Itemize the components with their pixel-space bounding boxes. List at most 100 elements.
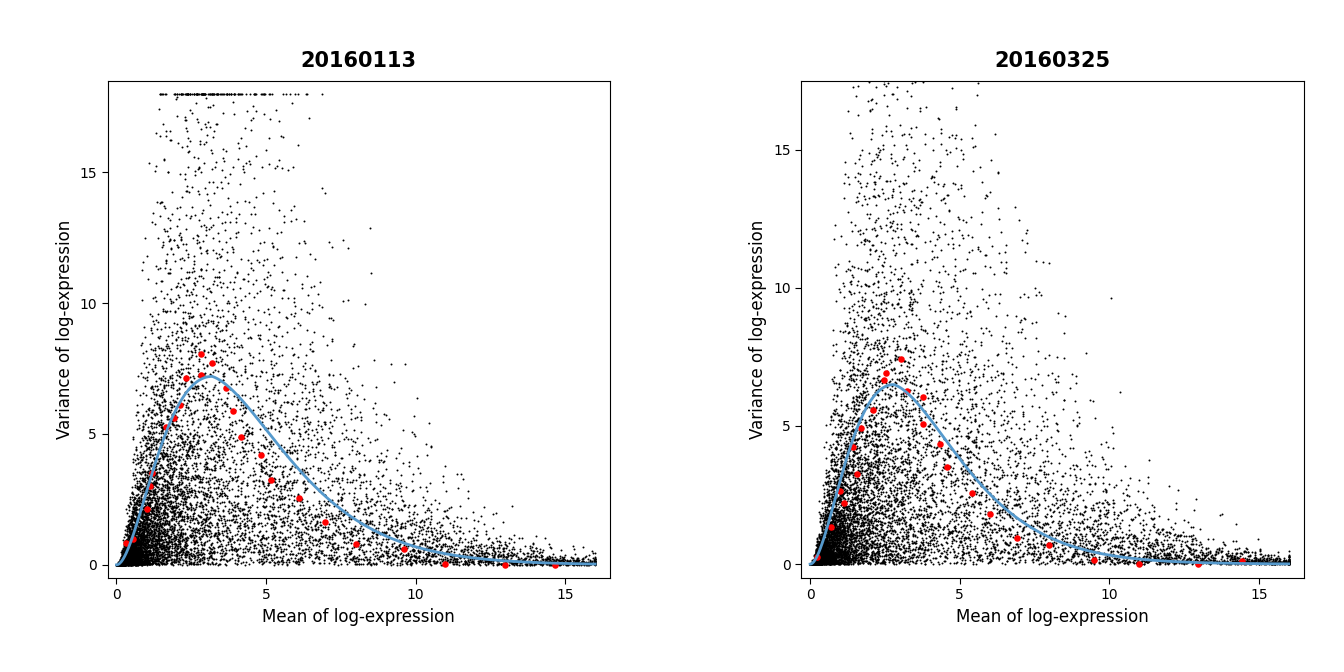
- Point: [168, 366, 190, 377]
- Point: [355, 519, 376, 530]
- Point: [144, 521, 165, 532]
- Point: [914, 237, 935, 247]
- Point: [1216, 555, 1238, 566]
- Point: [112, 546, 133, 556]
- Point: [1202, 552, 1223, 563]
- Point: [226, 434, 247, 445]
- Point: [851, 371, 872, 382]
- Point: [117, 538, 138, 548]
- Point: [802, 558, 824, 569]
- Point: [903, 200, 925, 210]
- Point: [805, 558, 827, 569]
- Point: [112, 558, 133, 569]
- Point: [810, 552, 832, 563]
- Point: [800, 558, 821, 569]
- Point: [1016, 435, 1038, 446]
- Point: [841, 511, 863, 521]
- Point: [823, 449, 844, 460]
- Point: [930, 139, 952, 150]
- Point: [972, 370, 993, 381]
- Point: [860, 309, 882, 320]
- Point: [828, 546, 849, 556]
- Point: [829, 514, 851, 525]
- Point: [425, 495, 446, 505]
- Point: [821, 545, 843, 556]
- Point: [1064, 536, 1086, 546]
- Point: [296, 528, 317, 538]
- Point: [857, 450, 879, 461]
- Point: [875, 476, 896, 487]
- Point: [269, 486, 290, 497]
- Point: [445, 558, 466, 569]
- Point: [808, 548, 829, 558]
- Point: [802, 558, 824, 569]
- Point: [866, 417, 887, 428]
- Point: [567, 557, 589, 568]
- Point: [824, 405, 845, 416]
- Point: [253, 540, 274, 550]
- Point: [1101, 461, 1122, 472]
- Point: [829, 491, 851, 502]
- Point: [827, 432, 848, 443]
- Point: [871, 425, 892, 435]
- Point: [179, 550, 200, 561]
- Point: [859, 464, 880, 474]
- Point: [802, 558, 824, 569]
- Point: [237, 521, 258, 532]
- Point: [829, 520, 851, 531]
- Point: [820, 555, 841, 566]
- Point: [808, 552, 829, 563]
- Point: [853, 476, 875, 487]
- Point: [106, 560, 128, 571]
- Point: [818, 521, 840, 532]
- Point: [872, 447, 894, 458]
- Point: [804, 555, 825, 566]
- Point: [911, 412, 933, 423]
- Point: [152, 534, 173, 545]
- Point: [340, 476, 362, 487]
- Point: [812, 537, 833, 548]
- Point: [141, 554, 163, 564]
- Point: [816, 453, 837, 464]
- Point: [875, 474, 896, 485]
- Point: [157, 540, 179, 551]
- Point: [285, 88, 306, 99]
- Point: [802, 558, 824, 569]
- Point: [888, 311, 910, 322]
- Point: [271, 499, 293, 509]
- Point: [169, 539, 191, 550]
- Point: [934, 447, 956, 458]
- Point: [202, 558, 223, 569]
- Point: [163, 483, 184, 494]
- Point: [144, 462, 165, 472]
- Point: [888, 482, 910, 493]
- Point: [121, 529, 142, 540]
- Point: [966, 547, 988, 558]
- Point: [856, 360, 878, 371]
- Point: [250, 517, 271, 528]
- Point: [109, 556, 130, 567]
- Point: [1118, 530, 1140, 540]
- Point: [114, 557, 136, 568]
- Point: [112, 557, 133, 568]
- Point: [809, 556, 831, 566]
- Point: [1090, 505, 1111, 515]
- Point: [134, 535, 156, 546]
- Point: [871, 541, 892, 552]
- Point: [827, 530, 848, 541]
- Point: [328, 458, 349, 468]
- Point: [835, 528, 856, 538]
- Point: [843, 501, 864, 512]
- Point: [806, 553, 828, 564]
- Point: [457, 552, 478, 563]
- Point: [383, 538, 405, 548]
- Point: [937, 462, 958, 472]
- Point: [263, 553, 285, 564]
- Point: [888, 61, 910, 72]
- Point: [847, 472, 868, 483]
- Point: [848, 392, 870, 403]
- Point: [802, 557, 824, 568]
- Point: [179, 405, 200, 415]
- Point: [945, 452, 966, 463]
- Point: [148, 555, 169, 566]
